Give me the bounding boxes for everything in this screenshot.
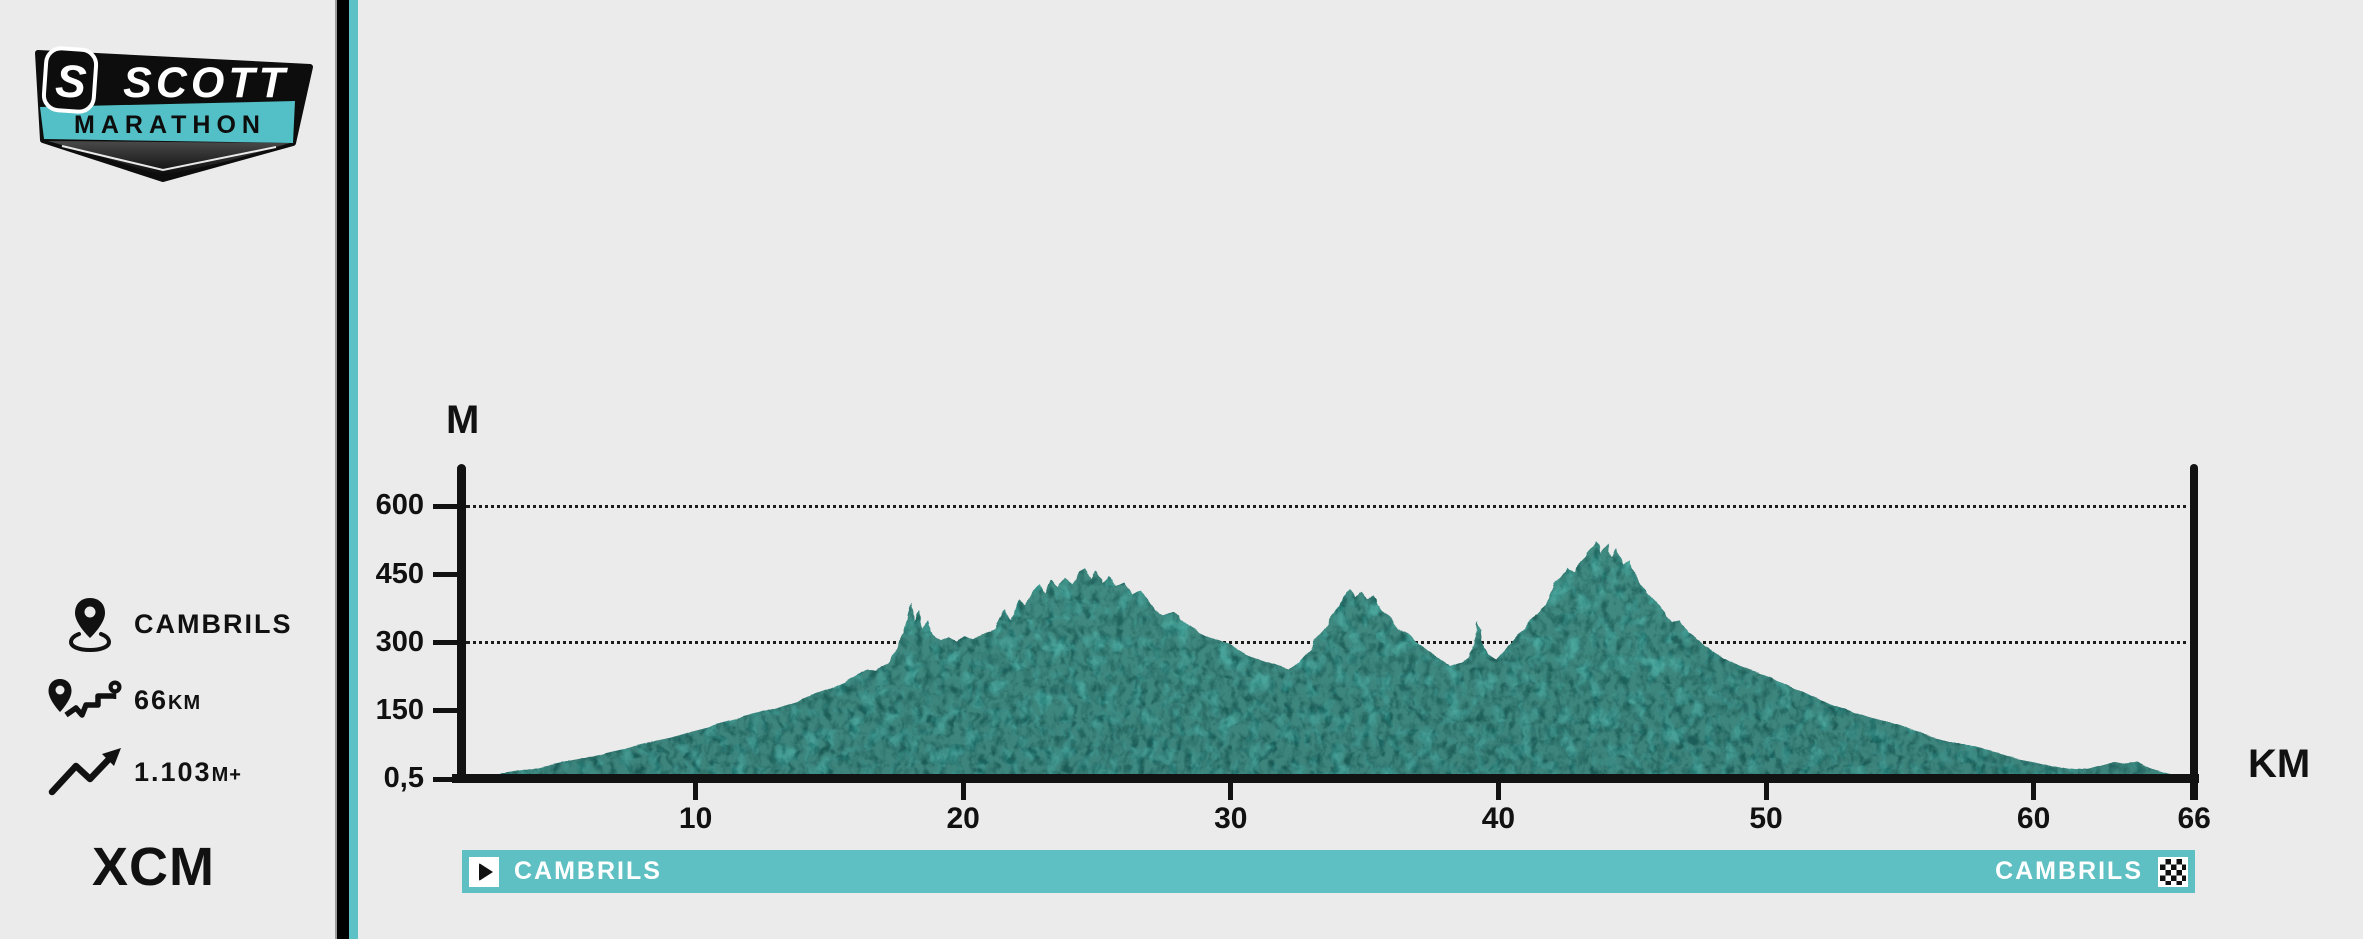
x-tick-30 [1228, 783, 1234, 800]
logo-chevron-line [61, 145, 277, 172]
stat-distance-value: 66KM [134, 684, 202, 715]
scott-marathon-logo: S SCOTT MARATHON [35, 46, 313, 182]
sidebar-divider-gray-line [335, 0, 337, 939]
route-distance-icon [46, 675, 134, 725]
y-tick-label-0,5: 0,5 [383, 762, 424, 794]
y-axis-title: M [446, 398, 480, 442]
elevation-gain-icon [46, 746, 134, 798]
checkered-flag-icon [2158, 856, 2188, 887]
x-tick-label-40: 40 [1481, 802, 1516, 835]
logo-series-text: MARATHON [74, 111, 266, 139]
y-tick-label-300: 300 [375, 625, 424, 658]
x-tick-label-60: 60 [2016, 802, 2051, 835]
y-tick-450 [433, 572, 458, 578]
finish-boundary-line [2190, 464, 2198, 800]
stat-location: CAMBRILS [46, 596, 293, 652]
x-tick-10 [693, 783, 699, 800]
y-tick-300 [433, 640, 458, 646]
stat-location-value: CAMBRILS [134, 608, 293, 639]
x-tick-60 [2031, 783, 2037, 800]
stat-elevation-gain: 1.103M+ [46, 744, 242, 800]
logo-bottom-v [48, 141, 290, 176]
sidebar-divider-black-line [337, 0, 349, 939]
y-tick-label-450: 450 [375, 557, 424, 590]
x-tick-label-20: 20 [946, 802, 980, 835]
x-tick-50 [1763, 783, 1769, 800]
x-tick-label-10: 10 [678, 802, 713, 835]
stat-distance: 66KM [46, 672, 201, 728]
finish-location-label: CAMBRILS [1995, 857, 2143, 885]
gridline-600m [466, 504, 2194, 508]
s-mark-letter: S [54, 54, 89, 108]
y-tick-600 [433, 503, 458, 509]
x-tick-label-66: 66 [2177, 802, 2211, 835]
stat-elevation-value: 1.103M+ [134, 756, 242, 787]
y-tick-label-150: 150 [375, 693, 424, 726]
elevation-profile-mountain [462, 542, 2195, 780]
race-bar: CAMBRILS CAMBRILS [462, 850, 2195, 893]
discipline-label: XCM [92, 837, 215, 897]
x-tick-40 [1495, 783, 1501, 800]
logo-brand-text: SCOTT [123, 59, 289, 107]
y-axis-line [457, 464, 466, 783]
location-pin-icon [46, 596, 134, 652]
x-axis-line [452, 774, 2199, 783]
start-location-label: CAMBRILS [514, 857, 662, 885]
y-tick-0,5 [433, 776, 458, 782]
x-tick-label-30: 30 [1214, 802, 1248, 835]
y-tick-150 [433, 708, 458, 714]
x-tick-20 [960, 783, 966, 800]
x-axis-title: KM [2248, 742, 2311, 786]
start-play-icon [469, 856, 499, 887]
x-tick-label-50: 50 [1749, 802, 1783, 835]
y-tick-label-600: 600 [375, 489, 424, 522]
logo-teal-band [40, 101, 295, 143]
scott-s-mark-icon: S [41, 46, 99, 114]
sidebar-divider-teal-line [349, 0, 358, 939]
